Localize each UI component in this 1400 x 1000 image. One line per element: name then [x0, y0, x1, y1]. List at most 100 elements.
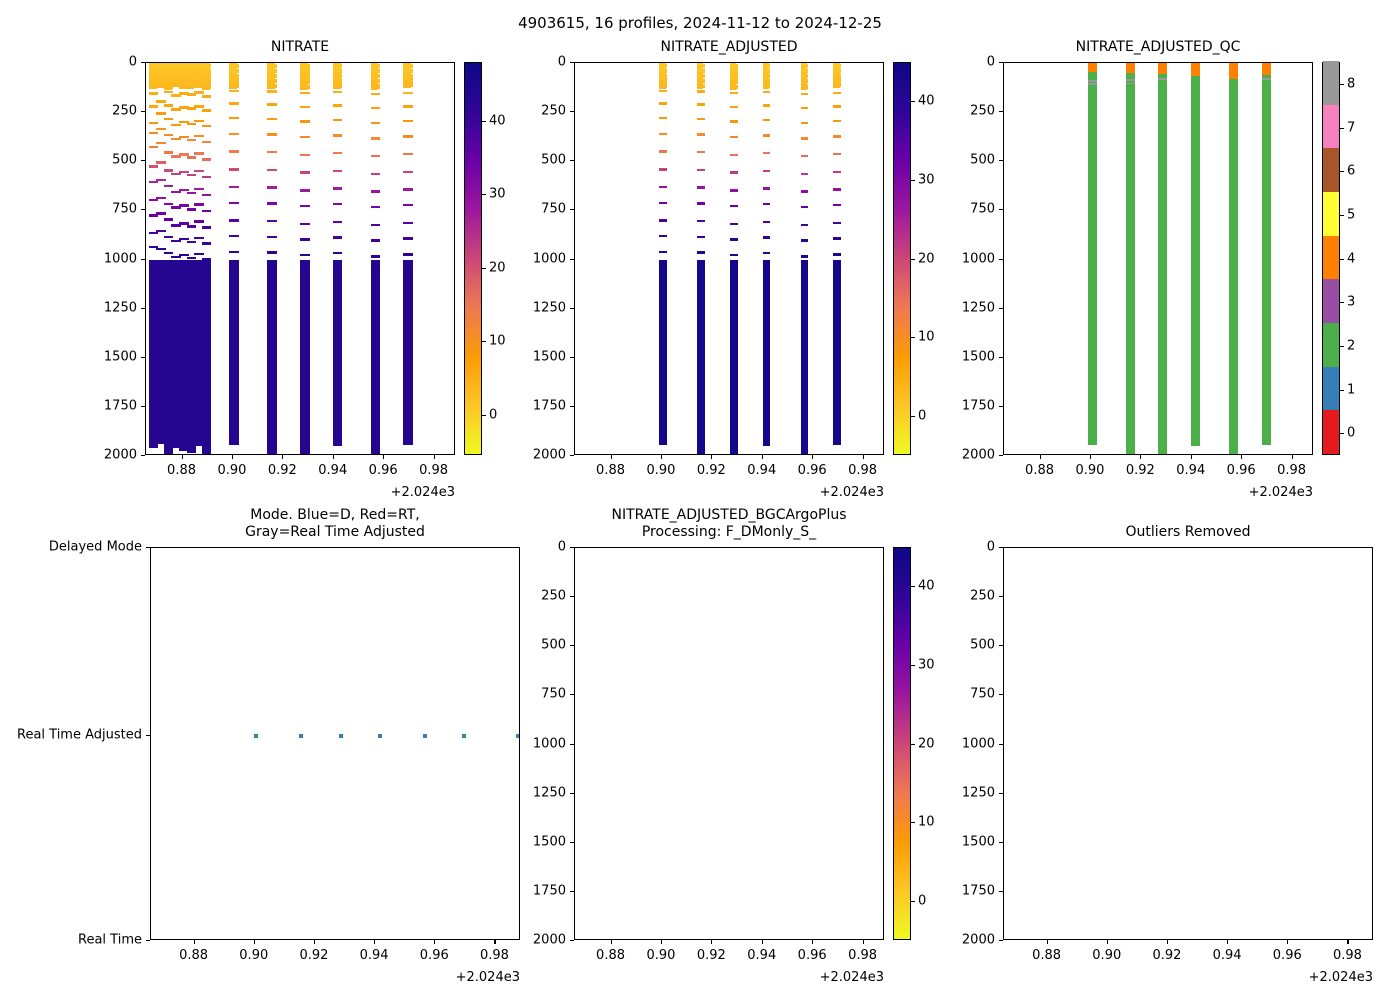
- nitrate-sample: [762, 79, 771, 81]
- y-tick: [141, 405, 145, 407]
- nitrate-sample: [300, 70, 310, 72]
- nitrate-sample: [148, 198, 159, 201]
- x-tick-label: 0.90: [239, 948, 269, 963]
- nitrate-sample: [267, 251, 277, 254]
- nitrate-sample: [800, 81, 809, 83]
- x-tick-label: 0.98: [848, 463, 878, 478]
- nitrate-sample: [730, 63, 737, 65]
- y-tick-label: 250: [970, 588, 995, 604]
- nitrate-sample: [171, 82, 181, 84]
- nitrate-sample: [156, 64, 166, 67]
- nitrate-sample: [229, 219, 239, 222]
- nitrate-sample: [800, 65, 809, 67]
- y-tick: [999, 792, 1003, 794]
- nitrate-sample: [697, 74, 705, 77]
- nitrate-sample: [300, 86, 310, 89]
- y-tick: [570, 356, 574, 358]
- nitrate-sample: [148, 105, 159, 108]
- nitrate-sample: [201, 109, 212, 112]
- nitrate-sample: [186, 76, 197, 79]
- nitrate-sample: [370, 84, 381, 86]
- mode-point: [223, 939, 227, 940]
- y-tick-label: 0: [557, 54, 566, 70]
- nitrate-sample: [201, 77, 212, 79]
- colorbar-tick-label: 0: [918, 408, 927, 424]
- x-tick: [1291, 455, 1293, 459]
- nitrate-sample: [163, 84, 174, 86]
- nitrate-sample: [229, 72, 238, 75]
- nitrate-sample: [186, 225, 197, 228]
- nitrate-sample: [194, 84, 204, 87]
- nitrate-sample: [148, 245, 159, 249]
- nitrate-sample: [194, 80, 204, 82]
- nitrate-sample: [370, 79, 381, 81]
- y-tick-label: 250: [112, 103, 137, 119]
- nitrate-sample: [163, 151, 174, 154]
- nitrate-sample: [697, 72, 704, 75]
- nitrate-adjusted-colorbar: [893, 62, 911, 455]
- nitrate-sample: [762, 75, 771, 78]
- nitrate-sample: [403, 253, 413, 256]
- x-tick-label: 0.92: [267, 463, 297, 478]
- x-tick-label: 0.94: [318, 463, 348, 478]
- nitrate-sample: [229, 80, 239, 82]
- x-tick: [332, 455, 334, 459]
- y-tick: [999, 258, 1003, 260]
- nitrate-sample: [762, 80, 771, 82]
- nitrate-sample: [370, 76, 381, 78]
- nitrate-colorbar: [464, 62, 482, 455]
- nitrate-deep-block: [267, 259, 277, 454]
- y-tick-label: 1500: [961, 349, 995, 365]
- nitrate-sample: [156, 127, 166, 131]
- nitrate-sample: [163, 78, 172, 80]
- bgcargoplus-title-line-1: NITRATE_ADJUSTED_BGCArgoPlus: [611, 507, 847, 523]
- nitrate-sample: [179, 92, 189, 95]
- x-axis-offset-text: +2.024e3: [1308, 970, 1373, 985]
- nitrate-sample: [186, 67, 195, 70]
- nitrate-sample: [332, 187, 343, 190]
- nitrate-sample: [163, 77, 174, 79]
- x-tick-label: 0.88: [596, 463, 626, 478]
- nitrate-sample: [201, 80, 212, 82]
- nitrate-sample: [730, 74, 738, 76]
- colorbar-tick-label: 4: [1347, 251, 1356, 266]
- nitrate-sample: [332, 77, 341, 79]
- y-tick-label: 0: [557, 539, 566, 555]
- nitrate-sample: [730, 73, 737, 75]
- nitrate-sample: [659, 69, 667, 72]
- nitrate-sample: [403, 188, 413, 191]
- nitrate-sample: [163, 85, 174, 87]
- nitrate-sample: [229, 234, 239, 238]
- nitrate-sample: [332, 86, 343, 88]
- nitrate-sample: [800, 87, 809, 89]
- mode-category-label: Real Time Adjusted: [17, 727, 142, 743]
- x-tick: [181, 455, 183, 459]
- outliers-removed-title-line-1: Outliers Removed: [1125, 524, 1251, 540]
- nitrate-sample: [332, 80, 343, 82]
- nitrate-sample: [697, 63, 704, 65]
- nitrate-sample: [403, 81, 413, 83]
- nitrate-sample: [300, 83, 308, 85]
- nitrate-sample: [156, 80, 166, 82]
- nitrate-sample: [659, 102, 667, 105]
- nitrate-sample: [697, 186, 705, 189]
- nitrate-sample: [403, 79, 413, 81]
- nitrate-sample: [201, 84, 212, 86]
- nitrate-sample: [697, 90, 705, 93]
- nitrate-sample: [148, 76, 159, 79]
- y-tick: [999, 940, 1003, 942]
- nitrate-sample: [163, 118, 174, 121]
- nitrate-sample: [800, 86, 809, 88]
- nitrate-sample: [267, 117, 277, 121]
- colorbar-tick: [911, 337, 915, 339]
- qc-band-flag-8: [1125, 79, 1135, 81]
- nitrate-sample: [800, 223, 809, 227]
- nitrate-sample: [163, 82, 174, 84]
- nitrate-sample: [697, 68, 705, 71]
- nitrate-sample: [403, 76, 413, 78]
- nitrate-sample: [179, 66, 189, 69]
- nitrate-sample: [179, 84, 189, 86]
- nitrate-deep-block: [194, 259, 204, 447]
- nitrate-sample: [833, 81, 841, 83]
- nitrate-sample: [229, 64, 239, 67]
